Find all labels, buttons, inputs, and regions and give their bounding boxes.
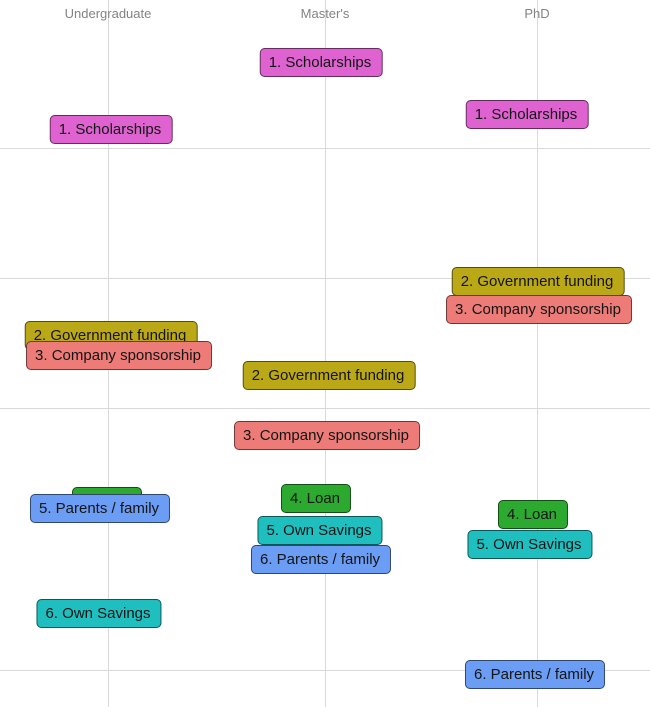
chip-masters-parents_family: 6. Parents / family <box>251 545 391 574</box>
chip-phd-scholarships: 1. Scholarships <box>466 100 589 129</box>
funding-rank-chart: Undergraduate Master's PhD 1. Scholarships 2… <box>0 0 650 707</box>
chip-masters-loan: 4. Loan <box>281 484 351 513</box>
chip-undergraduate-company_sponsorship: 3. Company sponsorship <box>26 341 212 370</box>
chip-phd-company_sponsorship: 3. Company sponsorship <box>446 295 632 324</box>
grid-line-horizontal <box>0 408 650 409</box>
column-header-undergraduate: Undergraduate <box>65 6 152 21</box>
chip-phd-loan: 4. Loan <box>498 500 568 529</box>
chip-undergraduate-scholarships: 1. Scholarships <box>50 115 173 144</box>
grid-line-vertical <box>325 0 326 707</box>
chip-masters-company_sponsorship: 3. Company sponsorship <box>234 421 420 450</box>
chip-phd-parents_family: 6. Parents / family <box>465 660 605 689</box>
chip-undergraduate-own_savings: 6. Own Savings <box>36 599 161 628</box>
chip-phd-own_savings: 5. Own Savings <box>467 530 592 559</box>
chip-masters-government_funding: 2. Government funding <box>243 361 416 390</box>
column-header-phd: PhD <box>524 6 549 21</box>
chip-phd-government_funding: 2. Government funding <box>452 267 625 296</box>
chip-masters-own_savings: 5. Own Savings <box>257 516 382 545</box>
chip-masters-scholarships: 1. Scholarships <box>260 48 383 77</box>
column-header-masters: Master's <box>301 6 350 21</box>
grid-line-horizontal <box>0 148 650 149</box>
chip-undergraduate-parents_family: 5. Parents / family <box>30 494 170 523</box>
